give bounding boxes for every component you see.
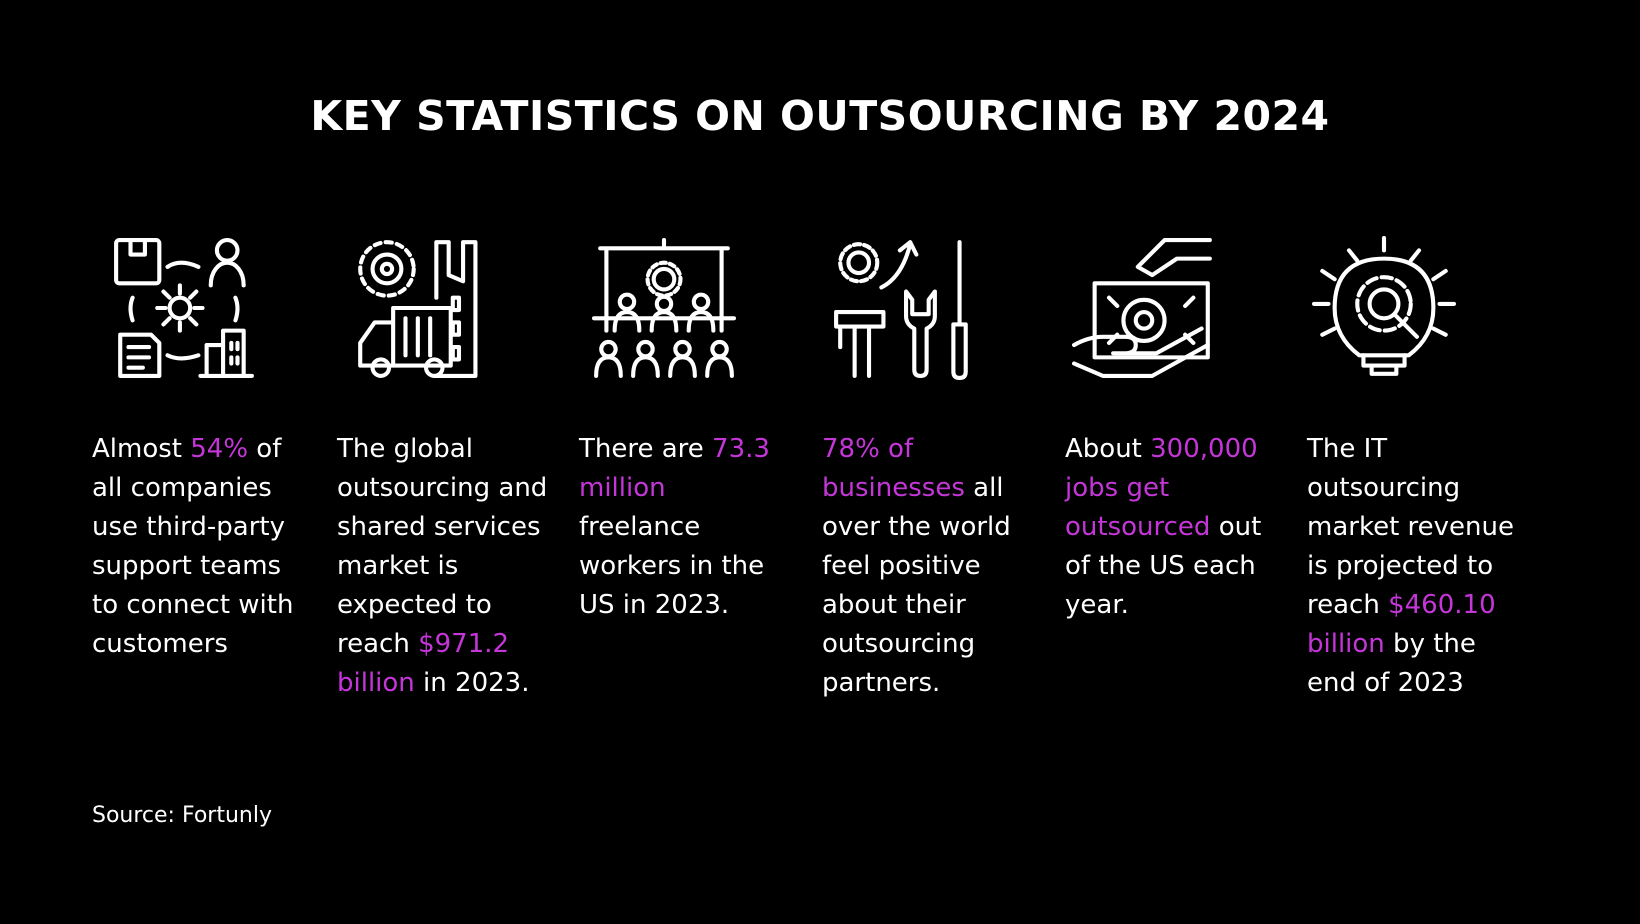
stat-text-5: About 300,000 jobs get outsourced out of… — [1065, 434, 1262, 620]
stat-highlight: 54% — [190, 434, 249, 464]
factory-truck-icon — [352, 236, 496, 380]
stat-text-1: Almost 54% of all companies use third-pa… — [92, 434, 294, 659]
stat-highlight: 300,000 jobs get outsourced — [1065, 434, 1258, 542]
stat-text-4: 78% of businesses all over the world fee… — [822, 434, 1011, 698]
stat-highlight: $971.2 billion — [337, 629, 510, 698]
stat-highlight: 78% of businesses — [822, 434, 965, 503]
source-note: Source: Fortunly — [92, 803, 272, 828]
tools-growth-icon — [832, 236, 976, 380]
presentation-audience-icon — [592, 236, 736, 380]
stat-text-2: The global outsourcing and shared servic… — [337, 434, 548, 698]
support-network-icon — [112, 236, 256, 380]
lightbulb-gear-icon — [1312, 236, 1456, 380]
stat-highlight: $460.10 billion — [1307, 590, 1496, 659]
stat-text-3: There are 73.3 million freelance workers… — [579, 434, 770, 620]
stat-highlight: 73.3 million — [579, 434, 770, 503]
stat-text-6: The IT outsourcing market revenue is pro… — [1307, 434, 1514, 698]
page-title: KEY STATISTICS ON OUTSOURCING BY 2024 — [310, 92, 1330, 140]
hand-money-icon — [1072, 236, 1216, 380]
